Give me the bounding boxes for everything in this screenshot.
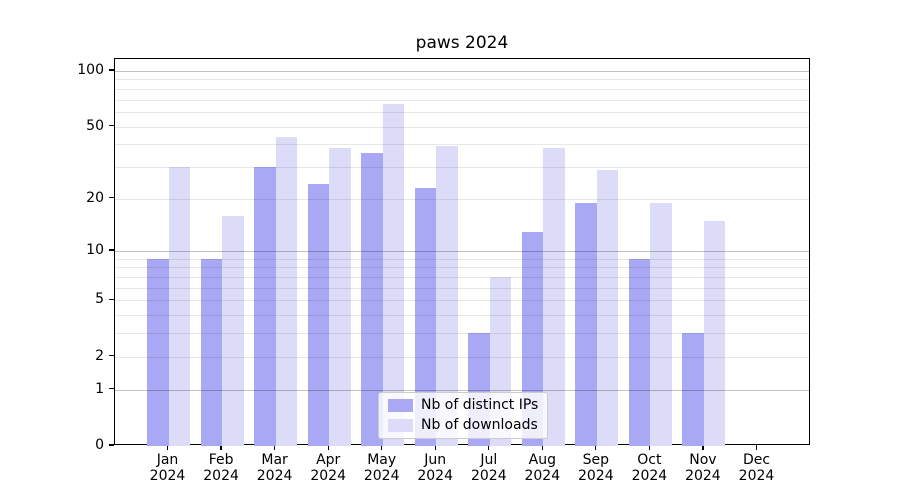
y-tick-label-1: 1 bbox=[95, 380, 104, 397]
y-tick-1 bbox=[109, 388, 114, 390]
gridline-minor-90 bbox=[115, 79, 809, 81]
bar-distinct-ips-may bbox=[361, 152, 383, 446]
y-tick-label-50: 50 bbox=[86, 117, 104, 134]
x-tick-label-oct: Oct 2024 bbox=[631, 452, 668, 484]
gridline-minor-2 bbox=[115, 356, 809, 358]
bar-downloads-apr bbox=[329, 148, 351, 446]
x-tick-label-jan: Jan 2024 bbox=[149, 452, 186, 484]
bar-layer bbox=[115, 59, 809, 446]
x-tick-aug bbox=[541, 445, 543, 450]
bar-downloads-aug bbox=[543, 148, 565, 446]
x-tick-oct bbox=[648, 445, 651, 450]
bar-downloads-sep bbox=[596, 169, 619, 446]
gridline-minor-50 bbox=[115, 126, 809, 128]
gridline-minor-4 bbox=[115, 315, 809, 317]
gridline-minor-40 bbox=[115, 144, 809, 146]
x-tick-label-mar: Mar 2024 bbox=[256, 452, 293, 484]
y-tick-label-5: 5 bbox=[95, 291, 104, 308]
x-tick-label-feb: Feb 2024 bbox=[203, 452, 239, 484]
y-tick-label-100: 100 bbox=[77, 62, 104, 78]
gridline-minor-20 bbox=[115, 198, 809, 200]
legend-label-downloads: Nb of downloads bbox=[421, 417, 538, 433]
y-tick-20 bbox=[109, 196, 114, 199]
y-tick-label-10: 10 bbox=[86, 242, 104, 259]
gridline-minor-6 bbox=[115, 287, 809, 289]
bar-downloads-jun bbox=[436, 146, 458, 446]
x-tick-label-dec: Dec 2024 bbox=[738, 452, 775, 484]
bar-distinct-ips-feb bbox=[200, 258, 223, 446]
x-tick-label-jul: Jul 2024 bbox=[470, 452, 507, 484]
gridline-major-10 bbox=[115, 251, 809, 253]
gridline-minor-80 bbox=[115, 88, 809, 90]
x-tick-label-sep: Sep 2024 bbox=[577, 452, 614, 484]
x-tick-jun bbox=[434, 445, 436, 450]
y-tick-5 bbox=[109, 298, 114, 301]
x-tick-dec bbox=[755, 445, 758, 450]
gridline-minor-3 bbox=[115, 333, 809, 335]
bar-downloads-may bbox=[382, 104, 405, 446]
y-tick-label-2: 2 bbox=[95, 347, 104, 364]
y-tick-label-0: 0 bbox=[95, 437, 104, 453]
x-tick-label-apr: Apr 2024 bbox=[310, 452, 346, 484]
grid-layer bbox=[115, 59, 809, 444]
gridline-major-100 bbox=[115, 71, 809, 72]
bar-downloads-mar bbox=[275, 136, 298, 446]
gridline-minor-70 bbox=[115, 99, 809, 101]
bar-downloads-nov bbox=[703, 220, 726, 446]
gridline-minor-9 bbox=[115, 258, 809, 260]
x-tick-sep bbox=[595, 445, 597, 450]
gridline-minor-30 bbox=[115, 166, 809, 168]
y-tick-100 bbox=[109, 69, 114, 71]
bar-distinct-ips-jun bbox=[414, 187, 437, 446]
x-tick-label-aug: Aug 2024 bbox=[524, 452, 561, 484]
gridline-minor-8 bbox=[115, 267, 809, 269]
x-tick-apr bbox=[327, 445, 329, 450]
bar-downloads-oct bbox=[650, 202, 672, 446]
x-tick-jan bbox=[166, 445, 169, 450]
bar-downloads-jan bbox=[168, 166, 190, 446]
legend-item-distinct-ips: Nb of distinct IPs bbox=[388, 398, 538, 413]
y-tick-0 bbox=[109, 444, 114, 446]
x-tick-nov bbox=[702, 445, 704, 450]
gridline-minor-5 bbox=[115, 300, 809, 302]
legend-item-downloads: Nb of downloads bbox=[388, 418, 538, 433]
bar-distinct-ips-mar bbox=[254, 166, 276, 446]
x-tick-feb bbox=[220, 445, 222, 450]
x-tick-mar bbox=[273, 445, 276, 450]
y-tick-50 bbox=[109, 124, 114, 127]
x-tick-label-jun: Jun 2024 bbox=[417, 452, 453, 484]
legend-swatch-downloads bbox=[388, 419, 413, 432]
legend: Nb of distinct IPs Nb of downloads bbox=[378, 392, 549, 439]
plot-area bbox=[114, 58, 810, 446]
gridline-minor-60 bbox=[115, 111, 809, 113]
bar-downloads-feb bbox=[222, 215, 244, 446]
legend-label-distinct-ips: Nb of distinct IPs bbox=[421, 397, 539, 413]
bar-distinct-ips-sep bbox=[575, 202, 597, 446]
x-tick-jul bbox=[488, 445, 490, 450]
bar-distinct-ips-nov bbox=[682, 333, 704, 446]
y-tick-2 bbox=[109, 355, 114, 357]
x-tick-label-nov: Nov 2024 bbox=[685, 452, 721, 484]
y-tick-10 bbox=[109, 249, 114, 251]
legend-swatch-distinct-ips bbox=[388, 399, 413, 412]
bar-distinct-ips-apr bbox=[307, 184, 330, 446]
gridline-major-1 bbox=[115, 389, 809, 391]
gridline-minor-7 bbox=[115, 277, 809, 278]
bar-distinct-ips-jan bbox=[147, 258, 169, 446]
x-tick-label-may: May 2024 bbox=[363, 452, 400, 484]
chart-title: paws 2024 bbox=[415, 33, 509, 53]
y-tick-label-20: 20 bbox=[86, 189, 104, 206]
x-tick-may bbox=[381, 445, 383, 450]
bar-distinct-ips-oct bbox=[628, 258, 651, 446]
